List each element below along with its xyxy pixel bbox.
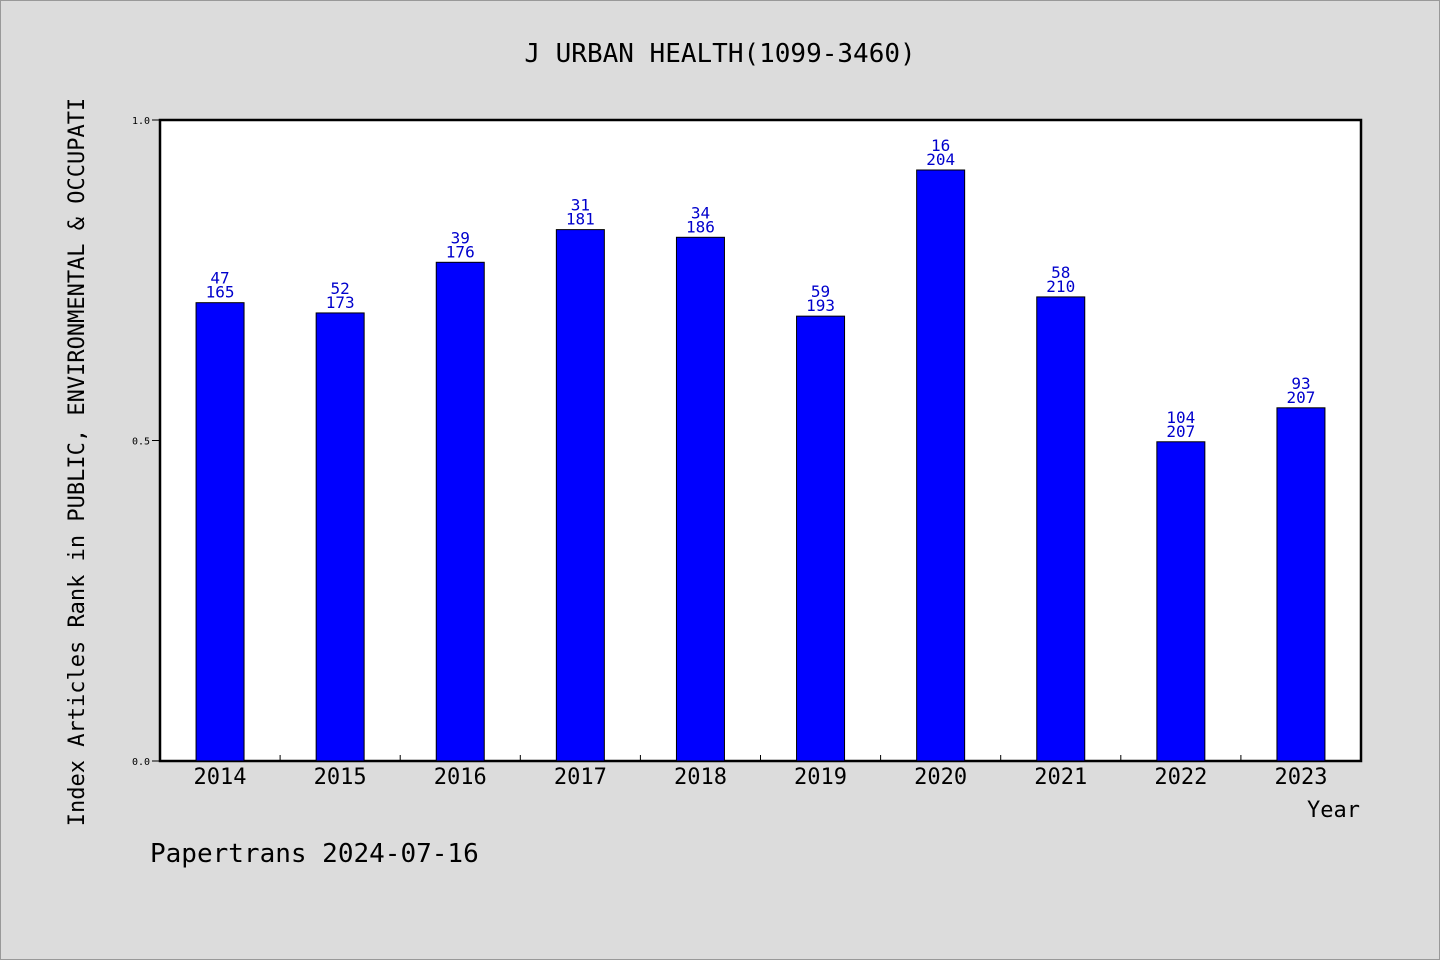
- bar-total-label: 193: [806, 296, 835, 315]
- y-tick-label: 0.0: [132, 757, 150, 768]
- x-tick-label: 2018: [674, 765, 727, 790]
- bar: [1036, 296, 1086, 762]
- bar-rank-label: 16: [931, 136, 950, 155]
- bar-rank-label: 59: [811, 282, 830, 301]
- bar-rank-label: 58: [1051, 263, 1070, 282]
- bar: [1276, 407, 1326, 762]
- bar-series: [195, 169, 1326, 762]
- bar-total-label: 207: [1166, 422, 1195, 441]
- x-tick-label: 2021: [1034, 765, 1087, 790]
- bar-rank-label: 52: [331, 279, 350, 298]
- bar-rank-label: 34: [691, 203, 710, 222]
- x-tick-label: 2023: [1274, 765, 1327, 790]
- x-tick-label: 2014: [194, 765, 247, 790]
- bar: [195, 302, 245, 762]
- bar-total-label: 186: [686, 217, 715, 236]
- y-axis-label: Index Articles Rank in PUBLIC, ENVIRONME…: [65, 98, 90, 826]
- x-tick-label: 2019: [794, 765, 847, 790]
- y-tick-label: 1.0: [132, 116, 150, 127]
- bar: [555, 229, 605, 762]
- x-tick-label: 2015: [314, 765, 367, 790]
- bar-total-label: 207: [1286, 388, 1315, 407]
- bar-total-label: 181: [566, 210, 595, 229]
- bar-rank-label: 39: [451, 228, 470, 247]
- bar: [315, 312, 365, 762]
- bar: [1156, 441, 1206, 762]
- bar-rank-label: 93: [1291, 374, 1310, 393]
- bar-rank-label: 47: [210, 269, 229, 288]
- bar: [435, 261, 485, 762]
- chart-title: J URBAN HEALTH(1099-3460): [524, 39, 915, 69]
- bar-total-label: 176: [446, 242, 475, 261]
- bar-total-label: 204: [926, 150, 955, 169]
- x-axis: 2014 2015 2016 2017 2018 2019 2020 2021 2022 2023: [194, 755, 1327, 790]
- bar-rank-label: 31: [571, 196, 590, 215]
- bar-rank-label: 104: [1166, 408, 1195, 427]
- x-tick-label: 2016: [434, 765, 487, 790]
- x-tick-label: 2020: [914, 765, 967, 790]
- bar-total-label: 165: [206, 283, 235, 302]
- y-axis: 0.0 0.5 1.0: [132, 116, 160, 768]
- bar-total-label: 210: [1046, 277, 1075, 296]
- y-tick-label: 0.5: [132, 437, 150, 448]
- bar-total-label: 173: [326, 293, 355, 312]
- bar: [675, 236, 725, 762]
- x-tick-label: 2022: [1154, 765, 1207, 790]
- bar: [796, 315, 846, 762]
- x-axis-label: Year: [1307, 798, 1360, 823]
- footer-credit: Papertrans 2024-07-16: [150, 839, 479, 869]
- bar: [916, 169, 966, 762]
- x-tick-label: 2017: [554, 765, 607, 790]
